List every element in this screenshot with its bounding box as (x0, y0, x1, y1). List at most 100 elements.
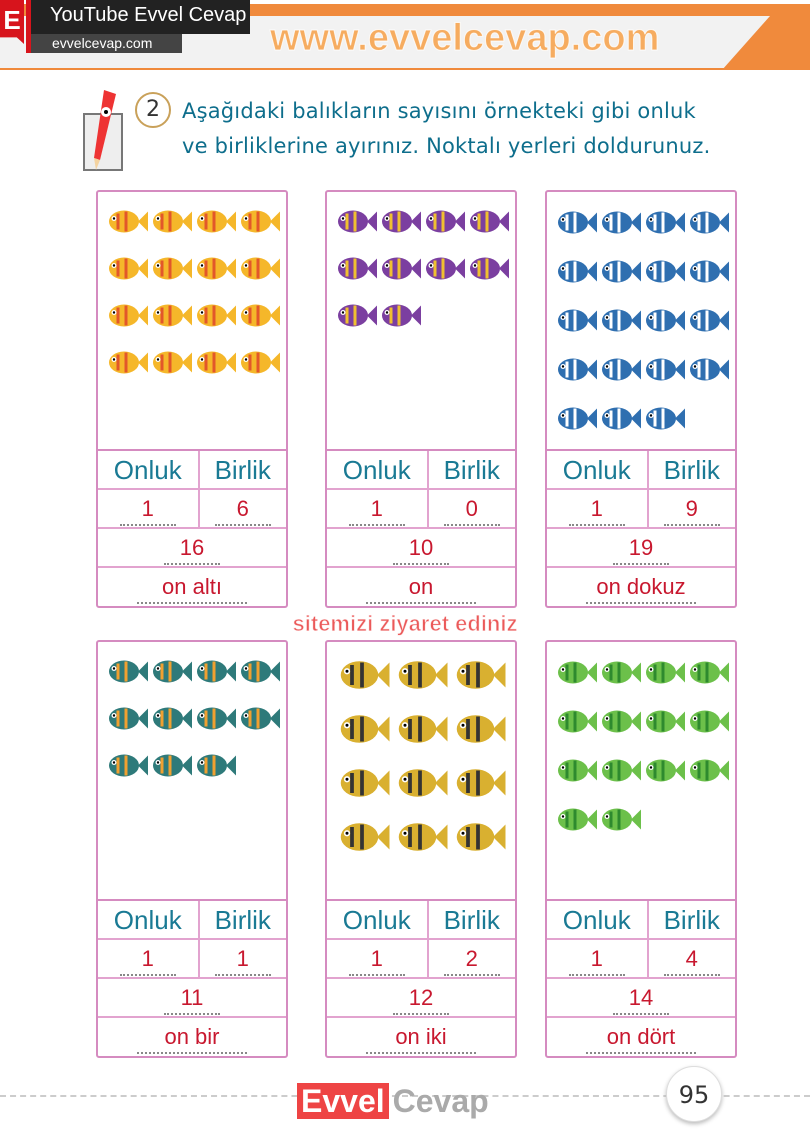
fish-icon (690, 710, 729, 733)
tens-header: Onluk (547, 901, 649, 938)
fish-icon (456, 823, 506, 851)
fish-icon (153, 210, 192, 233)
fish-icon (241, 351, 280, 374)
fish-group (333, 650, 509, 866)
ones-answer[interactable]: 9 (663, 494, 720, 526)
fish-group (553, 650, 729, 846)
footer-line (0, 1095, 810, 1097)
footer-logo-a: Evvel (297, 1083, 389, 1119)
footer-logo: Evvel Cevap (297, 1083, 489, 1120)
fish-icon (456, 769, 506, 797)
tens-header: Onluk (98, 901, 200, 938)
fish-icon (470, 210, 509, 233)
fish-icon (690, 661, 729, 684)
fish-icon (241, 304, 280, 327)
page-number: 95 (666, 1066, 722, 1122)
fish-icon (646, 358, 685, 381)
fish-icon (602, 309, 641, 332)
number-answer[interactable]: 14 (613, 983, 669, 1015)
fish-icon (558, 661, 597, 684)
fish-icon (197, 707, 236, 730)
fish-icon (456, 715, 506, 743)
tens-answer[interactable]: 1 (348, 944, 405, 976)
fish-icon (153, 257, 192, 280)
words-answer[interactable]: on (366, 572, 476, 604)
fish-icon (646, 710, 685, 733)
fish-icon (153, 304, 192, 327)
fish-icon (241, 210, 280, 233)
fish-icon (690, 211, 729, 234)
fish-icon (690, 309, 729, 332)
words-answer[interactable]: on iki (366, 1022, 476, 1054)
words-answer[interactable]: on dört (586, 1022, 696, 1054)
fish-icon (382, 257, 421, 280)
tens-header: Onluk (327, 901, 429, 938)
words-answer[interactable]: on dokuz (586, 572, 696, 604)
fish-icon (646, 407, 685, 430)
fish-icon (646, 759, 685, 782)
fish-icon (109, 351, 148, 374)
fish-icon (340, 823, 390, 851)
fish-icon (690, 358, 729, 381)
tens-answer[interactable]: 1 (568, 944, 625, 976)
ones-answer[interactable]: 6 (214, 494, 271, 526)
words-answer[interactable]: on altı (137, 572, 247, 604)
fish-icon (109, 707, 148, 730)
fish-icon (602, 358, 641, 381)
tens-header: Onluk (98, 451, 200, 488)
question-number: 2 (135, 92, 171, 128)
fish-icon (456, 661, 506, 689)
fish-icon (153, 754, 192, 777)
fish-icon (197, 210, 236, 233)
number-answer[interactable]: 19 (613, 533, 669, 565)
channel-name[interactable]: YouTube Evvel Cevap (50, 4, 247, 26)
ones-header: Birlik (214, 905, 271, 935)
ones-answer[interactable]: 1 (214, 944, 271, 976)
fish-icon (398, 661, 448, 689)
fish-icon (558, 309, 597, 332)
ones-answer[interactable]: 0 (443, 494, 500, 526)
fish-icon (340, 769, 390, 797)
fish-group (104, 650, 280, 791)
number-answer[interactable]: 16 (164, 533, 220, 565)
fish-icon (558, 211, 597, 234)
site-url[interactable]: evvelcevap.com (26, 34, 182, 53)
fish-icon (153, 351, 192, 374)
tens-answer[interactable]: 1 (119, 494, 176, 526)
question-text: Aşağıdaki balıkların sayısını örnekteki … (182, 94, 710, 164)
fish-icon (558, 260, 597, 283)
tens-answer[interactable]: 1 (568, 494, 625, 526)
fish-icon (690, 759, 729, 782)
tens-answer[interactable]: 1 (119, 944, 176, 976)
fish-icon (153, 707, 192, 730)
words-answer[interactable]: on bir (137, 1022, 247, 1054)
fish-icon (602, 710, 641, 733)
footer-logo-b: Cevap (392, 1083, 489, 1119)
fish-icon (197, 304, 236, 327)
logo-e: E (0, 0, 24, 44)
ones-header: Birlik (443, 905, 500, 935)
number-answer[interactable]: 11 (164, 983, 220, 1015)
fish-icon (197, 660, 236, 683)
ones-header: Birlik (663, 905, 720, 935)
fish-icon (241, 257, 280, 280)
ones-answer[interactable]: 2 (443, 944, 500, 976)
fish-icon (602, 407, 641, 430)
fish-icon (558, 358, 597, 381)
pencil-notepad-icon (83, 90, 123, 171)
ones-answer[interactable]: 4 (663, 944, 720, 976)
fish-icon (109, 304, 148, 327)
fish-icon (398, 715, 448, 743)
number-answer[interactable]: 12 (393, 983, 449, 1015)
tens-answer[interactable]: 1 (348, 494, 405, 526)
fish-icon (153, 660, 192, 683)
number-answer[interactable]: 10 (393, 533, 449, 565)
fish-icon (338, 210, 377, 233)
fish-icon (602, 808, 641, 831)
fish-icon (109, 210, 148, 233)
